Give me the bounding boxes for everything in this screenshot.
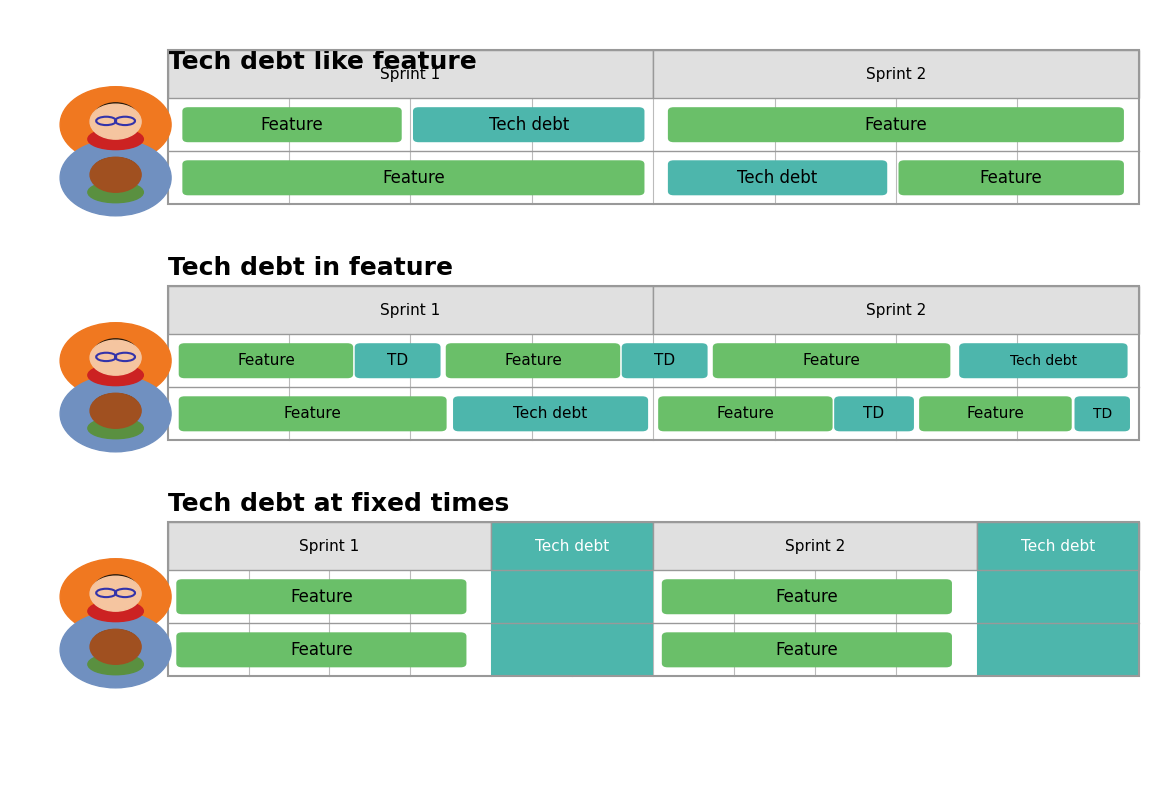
Ellipse shape xyxy=(92,339,139,371)
Circle shape xyxy=(60,375,171,451)
Ellipse shape xyxy=(92,103,139,135)
Ellipse shape xyxy=(95,158,136,179)
FancyBboxPatch shape xyxy=(183,160,645,196)
Bar xyxy=(168,570,1139,676)
Text: Tech debt: Tech debt xyxy=(1021,539,1095,554)
Ellipse shape xyxy=(95,630,136,651)
Circle shape xyxy=(90,158,141,192)
Circle shape xyxy=(90,105,141,139)
Bar xyxy=(168,334,1139,440)
FancyBboxPatch shape xyxy=(453,396,649,432)
Text: Feature: Feature xyxy=(776,641,838,659)
Text: TD: TD xyxy=(654,353,675,368)
Ellipse shape xyxy=(88,654,143,675)
Text: Tech debt in feature: Tech debt in feature xyxy=(168,256,453,280)
FancyBboxPatch shape xyxy=(622,343,707,379)
Ellipse shape xyxy=(88,364,143,386)
FancyBboxPatch shape xyxy=(446,343,620,379)
Circle shape xyxy=(60,322,171,398)
Text: Feature: Feature xyxy=(980,169,1043,187)
Text: Tech debt: Tech debt xyxy=(489,116,569,134)
Bar xyxy=(977,570,1139,676)
Ellipse shape xyxy=(88,128,143,150)
FancyBboxPatch shape xyxy=(662,579,951,615)
FancyBboxPatch shape xyxy=(662,632,951,668)
Text: Feature: Feature xyxy=(504,353,562,368)
Text: Tech debt: Tech debt xyxy=(1010,354,1077,367)
Circle shape xyxy=(60,558,171,634)
Text: Tech debt: Tech debt xyxy=(535,539,609,554)
Text: Tech debt: Tech debt xyxy=(513,406,587,421)
FancyBboxPatch shape xyxy=(959,343,1127,379)
Text: Feature: Feature xyxy=(283,406,342,421)
Text: Sprint 2: Sprint 2 xyxy=(866,303,926,318)
Text: Feature: Feature xyxy=(237,353,295,368)
Bar xyxy=(491,570,653,676)
Bar xyxy=(653,286,1139,334)
Text: Tech debt like feature: Tech debt like feature xyxy=(168,50,476,74)
Ellipse shape xyxy=(88,182,143,203)
Bar xyxy=(491,522,653,570)
Circle shape xyxy=(90,577,141,611)
Text: TD: TD xyxy=(387,353,408,368)
Text: Feature: Feature xyxy=(966,406,1024,421)
Bar xyxy=(168,50,1139,204)
Bar xyxy=(653,50,1139,98)
Ellipse shape xyxy=(88,600,143,622)
Text: Sprint 1: Sprint 1 xyxy=(380,303,440,318)
FancyBboxPatch shape xyxy=(179,396,446,432)
FancyBboxPatch shape xyxy=(413,107,645,143)
FancyBboxPatch shape xyxy=(713,343,950,379)
Bar xyxy=(168,98,1139,204)
Bar xyxy=(168,286,653,334)
FancyBboxPatch shape xyxy=(179,343,354,379)
Text: Tech debt at fixed times: Tech debt at fixed times xyxy=(168,492,509,516)
FancyBboxPatch shape xyxy=(355,343,440,379)
FancyBboxPatch shape xyxy=(898,160,1124,196)
Bar xyxy=(168,50,653,98)
Text: Feature: Feature xyxy=(260,116,324,134)
Text: Feature: Feature xyxy=(290,588,353,606)
FancyBboxPatch shape xyxy=(658,396,832,432)
Circle shape xyxy=(60,86,171,162)
Ellipse shape xyxy=(92,575,139,607)
FancyBboxPatch shape xyxy=(183,107,402,143)
Bar xyxy=(168,522,1139,676)
Ellipse shape xyxy=(88,418,143,439)
Text: Feature: Feature xyxy=(802,353,860,368)
FancyBboxPatch shape xyxy=(668,160,888,196)
Text: Tech debt: Tech debt xyxy=(738,169,817,187)
Text: TD: TD xyxy=(864,406,884,421)
Text: Sprint 2: Sprint 2 xyxy=(785,539,845,554)
Bar xyxy=(168,286,1139,440)
Bar xyxy=(653,522,977,570)
FancyBboxPatch shape xyxy=(176,579,466,615)
Text: Sprint 2: Sprint 2 xyxy=(866,67,926,82)
Bar xyxy=(168,522,491,570)
Text: Feature: Feature xyxy=(717,406,775,421)
Circle shape xyxy=(90,394,141,428)
Text: Feature: Feature xyxy=(290,641,353,659)
Bar xyxy=(977,522,1139,570)
Circle shape xyxy=(90,630,141,664)
Text: Sprint 1: Sprint 1 xyxy=(299,539,360,554)
Text: Feature: Feature xyxy=(865,116,927,134)
FancyBboxPatch shape xyxy=(919,396,1072,432)
Text: TD: TD xyxy=(1092,407,1112,421)
Text: Sprint 1: Sprint 1 xyxy=(380,67,440,82)
FancyBboxPatch shape xyxy=(668,107,1124,143)
Ellipse shape xyxy=(95,394,136,415)
Circle shape xyxy=(60,611,171,687)
FancyBboxPatch shape xyxy=(1075,396,1131,432)
Circle shape xyxy=(90,341,141,375)
FancyBboxPatch shape xyxy=(835,396,914,432)
Text: Feature: Feature xyxy=(381,169,445,187)
Circle shape xyxy=(60,139,171,215)
Text: Feature: Feature xyxy=(776,588,838,606)
FancyBboxPatch shape xyxy=(176,632,466,668)
